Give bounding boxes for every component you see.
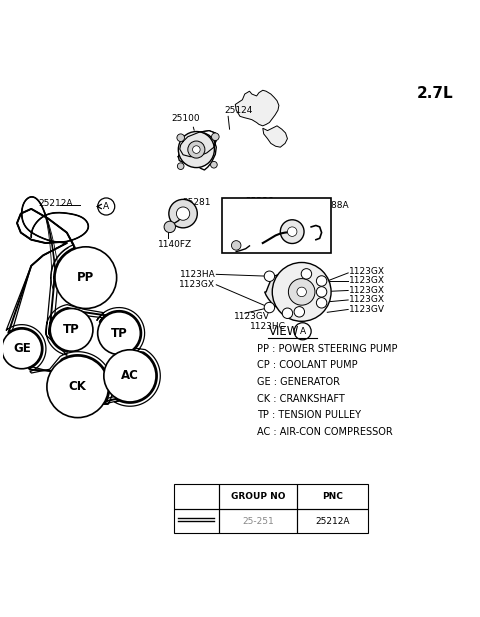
Circle shape bbox=[297, 287, 306, 297]
Circle shape bbox=[272, 262, 331, 321]
Text: PNC: PNC bbox=[322, 492, 343, 501]
Circle shape bbox=[288, 227, 297, 236]
Text: 25289: 25289 bbox=[225, 237, 253, 246]
Text: AC: AC bbox=[121, 370, 139, 383]
Circle shape bbox=[169, 199, 197, 228]
Text: 2.7L: 2.7L bbox=[417, 86, 454, 101]
Circle shape bbox=[294, 307, 304, 317]
Text: 1123GX: 1123GX bbox=[349, 276, 385, 286]
Text: TP: TP bbox=[63, 323, 80, 336]
Text: 25100: 25100 bbox=[171, 114, 200, 123]
Circle shape bbox=[177, 207, 190, 220]
Circle shape bbox=[188, 141, 205, 158]
Circle shape bbox=[47, 356, 108, 418]
Text: GE: GE bbox=[13, 342, 31, 355]
Text: 25124: 25124 bbox=[225, 106, 253, 115]
Circle shape bbox=[164, 222, 176, 233]
Text: PP: PP bbox=[77, 271, 95, 284]
Circle shape bbox=[177, 134, 184, 141]
Circle shape bbox=[231, 241, 241, 250]
Text: 25212A: 25212A bbox=[315, 516, 350, 526]
Text: AC : AIR-CON COMPRESSOR: AC : AIR-CON COMPRESSOR bbox=[257, 427, 392, 437]
Circle shape bbox=[264, 302, 275, 313]
Circle shape bbox=[280, 220, 304, 244]
Text: 25286: 25286 bbox=[246, 197, 274, 206]
Bar bbox=[219, 508, 297, 533]
Circle shape bbox=[104, 350, 156, 402]
Circle shape bbox=[211, 162, 217, 168]
Polygon shape bbox=[180, 131, 216, 157]
Circle shape bbox=[97, 312, 140, 355]
Text: VIEW: VIEW bbox=[268, 325, 299, 337]
Circle shape bbox=[282, 308, 293, 318]
Text: 1123HA: 1123HA bbox=[180, 270, 216, 279]
Text: TP: TP bbox=[111, 326, 127, 340]
Polygon shape bbox=[235, 90, 279, 126]
Text: 25212A: 25212A bbox=[39, 199, 73, 208]
Circle shape bbox=[316, 287, 327, 297]
Circle shape bbox=[179, 131, 215, 168]
Text: 1123GX: 1123GX bbox=[349, 296, 385, 304]
Circle shape bbox=[316, 297, 327, 308]
Text: A: A bbox=[103, 202, 109, 211]
Circle shape bbox=[50, 308, 93, 351]
Text: 1123GV: 1123GV bbox=[234, 312, 270, 321]
Circle shape bbox=[316, 276, 327, 286]
Bar bbox=[297, 484, 368, 508]
Text: 1123HC: 1123HC bbox=[251, 322, 286, 331]
Circle shape bbox=[2, 329, 42, 369]
Text: 1123GX: 1123GX bbox=[349, 267, 385, 276]
Text: PP : POWER STEERING PUMP: PP : POWER STEERING PUMP bbox=[257, 344, 397, 354]
Text: 1140FZ: 1140FZ bbox=[158, 240, 192, 249]
Circle shape bbox=[178, 163, 184, 170]
Bar bbox=[174, 484, 219, 508]
Text: 1123GV: 1123GV bbox=[349, 305, 385, 314]
Circle shape bbox=[212, 133, 219, 141]
Bar bbox=[174, 508, 219, 533]
Text: CK: CK bbox=[69, 380, 87, 393]
Text: 25287: 25287 bbox=[303, 220, 332, 228]
Text: 1123GX: 1123GX bbox=[349, 286, 385, 295]
Bar bbox=[219, 484, 297, 508]
Text: CP : COOLANT PUMP: CP : COOLANT PUMP bbox=[257, 360, 357, 370]
Text: TP : TENSION PULLEY: TP : TENSION PULLEY bbox=[257, 410, 360, 420]
Bar bbox=[297, 508, 368, 533]
Circle shape bbox=[301, 268, 312, 279]
Polygon shape bbox=[263, 126, 288, 147]
Text: GE : GENERATOR: GE : GENERATOR bbox=[257, 377, 340, 387]
Circle shape bbox=[192, 146, 200, 154]
Text: GROUP NO: GROUP NO bbox=[230, 492, 285, 501]
Text: 25281: 25281 bbox=[182, 197, 211, 207]
Text: A: A bbox=[300, 327, 306, 336]
Polygon shape bbox=[264, 273, 326, 313]
Bar bbox=[222, 198, 331, 252]
Circle shape bbox=[55, 247, 117, 308]
Circle shape bbox=[264, 271, 275, 281]
Text: 25288A: 25288A bbox=[314, 201, 348, 210]
Text: CK : CRANKSHAFT: CK : CRANKSHAFT bbox=[257, 394, 344, 404]
Text: 25288: 25288 bbox=[246, 208, 275, 217]
Text: 1123GX: 1123GX bbox=[180, 280, 216, 289]
Text: 25-251: 25-251 bbox=[242, 516, 274, 526]
Circle shape bbox=[288, 279, 315, 305]
